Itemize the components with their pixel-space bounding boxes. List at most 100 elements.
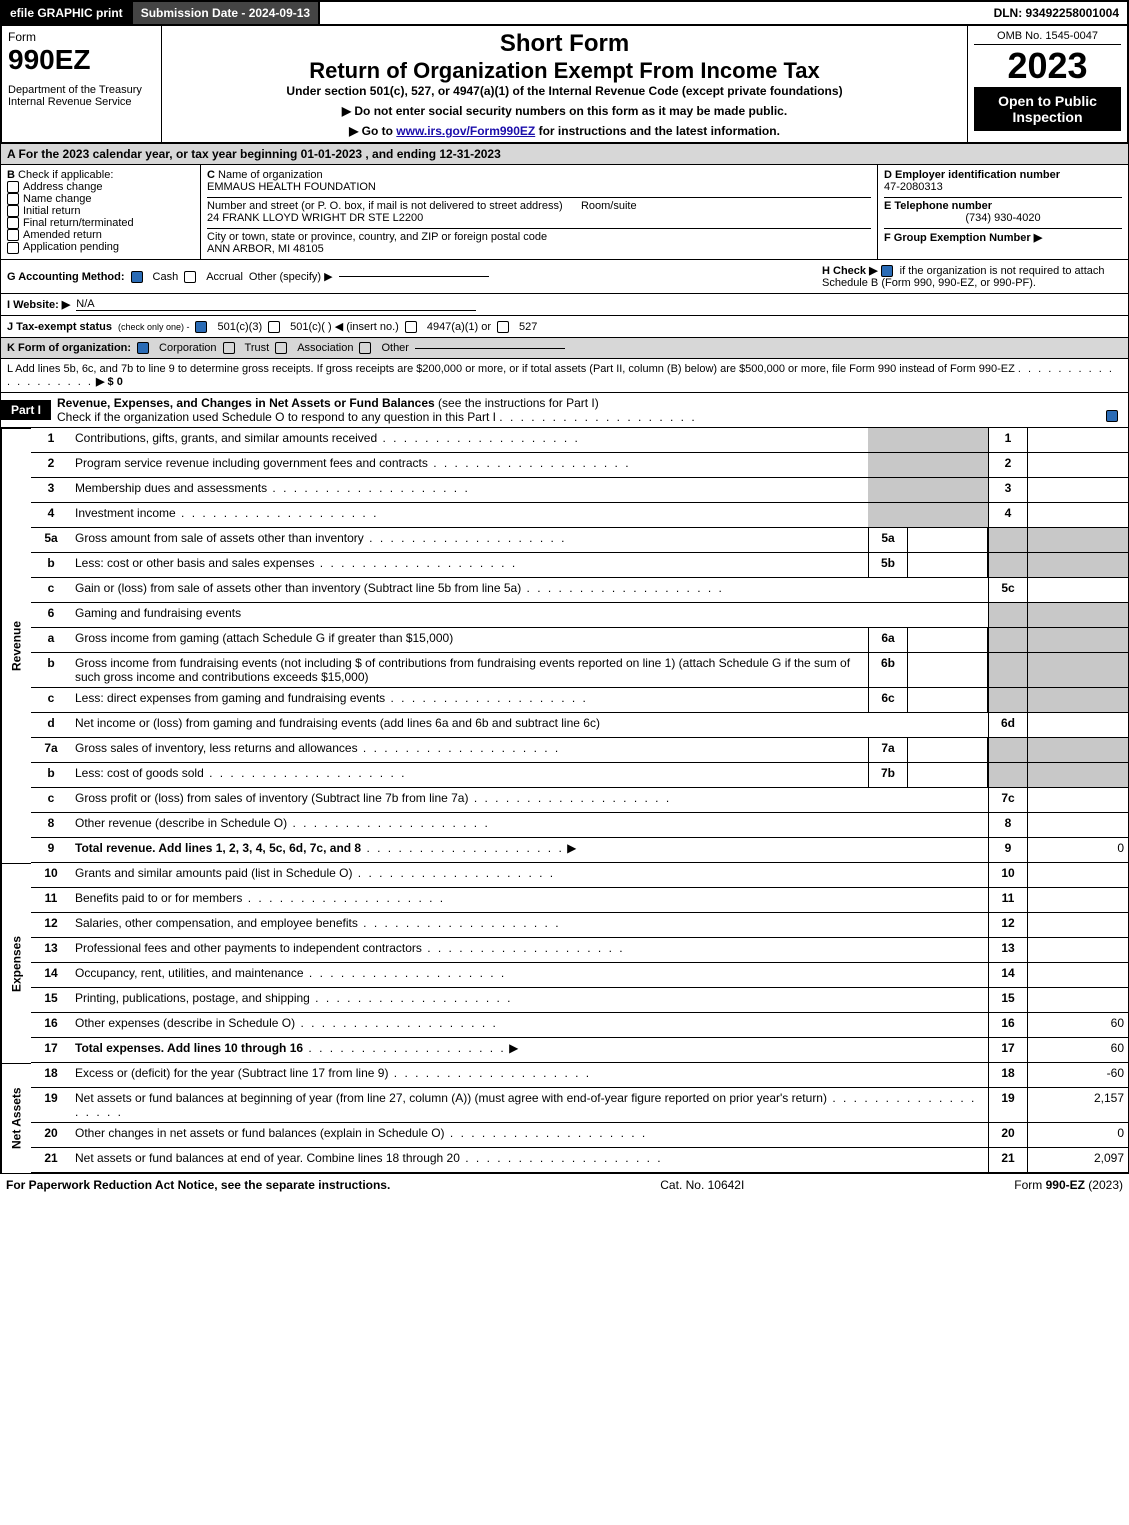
num-8: 8 <box>31 813 71 838</box>
opt-amended-return: Amended return <box>23 229 102 241</box>
val-9: 0 <box>1028 838 1128 863</box>
phone-label: E Telephone number <box>884 200 992 212</box>
checkbox-501c3[interactable] <box>195 321 207 333</box>
checkbox-name-change[interactable] <box>7 193 19 205</box>
line-11: Benefits paid to or for members <box>71 888 988 913</box>
checkbox-accrual[interactable] <box>184 271 196 283</box>
val-21: 2,097 <box>1028 1148 1128 1173</box>
opt-application-pending: Application pending <box>23 241 119 253</box>
opt-4947: 4947(a)(1) or <box>427 321 491 333</box>
efile-print-label[interactable]: efile GRAPHIC print <box>2 2 133 24</box>
num-3: 3 <box>31 478 71 503</box>
checkbox-501c[interactable] <box>268 321 280 333</box>
instr2-pre: ▶ Go to <box>349 124 396 138</box>
checkbox-final-return[interactable] <box>7 217 19 229</box>
website-label: I Website: ▶ <box>7 298 70 311</box>
row-j: J Tax-exempt status (check only one) - 5… <box>0 316 1129 338</box>
other-org-input[interactable] <box>415 348 565 349</box>
val-13 <box>1028 938 1128 963</box>
h-label: H Check ▶ <box>822 265 878 277</box>
ival-5b <box>908 553 988 578</box>
ib-2b <box>908 453 988 478</box>
irs-link[interactable]: www.irs.gov/Form990EZ <box>396 124 535 138</box>
num-5b: b <box>31 553 71 578</box>
opt-corporation: Corporation <box>159 342 216 354</box>
line-12: Salaries, other compensation, and employ… <box>71 913 988 938</box>
num-20: 20 <box>31 1123 71 1148</box>
j-sub: (check only one) - <box>118 322 190 332</box>
num-6: 6 <box>31 603 71 628</box>
inum-7a: 7a <box>868 738 908 763</box>
other-specify-input[interactable] <box>339 276 489 277</box>
line-6: Gaming and fundraising events <box>71 603 988 628</box>
checkbox-initial-return[interactable] <box>7 205 19 217</box>
inum-6c: 6c <box>868 688 908 713</box>
val-6b <box>1028 653 1128 688</box>
checkbox-address-change[interactable] <box>7 181 19 193</box>
part1-title-area: Revenue, Expenses, and Changes in Net As… <box>51 393 1128 427</box>
line-14: Occupancy, rent, utilities, and maintena… <box>71 963 988 988</box>
val-5b <box>1028 553 1128 578</box>
num-12: 12 <box>31 913 71 938</box>
side-expenses: Expenses <box>1 863 31 1063</box>
dln-label: DLN: 93492258001004 <box>986 2 1127 24</box>
line-17: Total expenses. Add lines 10 through 16 … <box>71 1038 988 1063</box>
topbar-spacer <box>320 2 985 24</box>
ival-7a <box>908 738 988 763</box>
val-6d <box>1028 713 1128 738</box>
rnum-8: 8 <box>988 813 1028 838</box>
checkbox-schedule-o[interactable] <box>1106 410 1118 422</box>
val-6c <box>1028 688 1128 713</box>
num-5a: 5a <box>31 528 71 553</box>
instr2-post: for instructions and the latest informat… <box>535 124 780 138</box>
val-6 <box>1028 603 1128 628</box>
num-6c: c <box>31 688 71 713</box>
checkbox-527[interactable] <box>497 321 509 333</box>
checkbox-trust[interactable] <box>223 342 235 354</box>
num-11: 11 <box>31 888 71 913</box>
checkbox-association[interactable] <box>275 342 287 354</box>
num-2: 2 <box>31 453 71 478</box>
rnum-16: 16 <box>988 1013 1028 1038</box>
group-exemption-label: F Group Exemption Number ▶ <box>884 232 1042 244</box>
opt-527: 527 <box>519 321 537 333</box>
checkbox-other-org[interactable] <box>359 342 371 354</box>
checkbox-cash[interactable] <box>131 271 143 283</box>
inum-6b: 6b <box>868 653 908 688</box>
val-19: 2,157 <box>1028 1088 1128 1123</box>
checkbox-corporation[interactable] <box>137 342 149 354</box>
line-6d: Net income or (loss) from gaming and fun… <box>71 713 988 738</box>
checkbox-h[interactable] <box>881 265 893 277</box>
num-5c: c <box>31 578 71 603</box>
num-6a: a <box>31 628 71 653</box>
website-value: N/A <box>76 298 476 311</box>
num-17: 17 <box>31 1038 71 1063</box>
instruction-2: ▶ Go to www.irs.gov/Form990EZ for instru… <box>168 124 961 138</box>
rnum-17: 17 <box>988 1038 1028 1063</box>
val-7c <box>1028 788 1128 813</box>
num-6d: d <box>31 713 71 738</box>
line-10: Grants and similar amounts paid (list in… <box>71 863 988 888</box>
ib-2a <box>868 453 908 478</box>
num-15: 15 <box>31 988 71 1013</box>
column-b: B Check if applicable: Address change Na… <box>1 165 201 259</box>
c-label: C <box>207 169 215 181</box>
rnum-20: 20 <box>988 1123 1028 1148</box>
line-6a: Gross income from gaming (attach Schedul… <box>71 628 868 653</box>
rnum-7c: 7c <box>988 788 1028 813</box>
val-4 <box>1028 503 1128 528</box>
rnum-9: 9 <box>988 838 1028 863</box>
ival-6b <box>908 653 988 688</box>
main-title: Return of Organization Exempt From Incom… <box>168 58 961 84</box>
line-5c: Gain or (loss) from sale of assets other… <box>71 578 988 603</box>
tax-year: 2023 <box>974 45 1121 87</box>
line-7b: Less: cost of goods sold <box>71 763 868 788</box>
checkbox-application-pending[interactable] <box>7 242 19 254</box>
line-13: Professional fees and other payments to … <box>71 938 988 963</box>
org-name: EMMAUS HEALTH FOUNDATION <box>207 181 376 193</box>
form-number: 990EZ <box>8 44 155 76</box>
checkbox-4947[interactable] <box>405 321 417 333</box>
val-15 <box>1028 988 1128 1013</box>
side-revenue: Revenue <box>1 428 31 863</box>
checkbox-amended-return[interactable] <box>7 229 19 241</box>
